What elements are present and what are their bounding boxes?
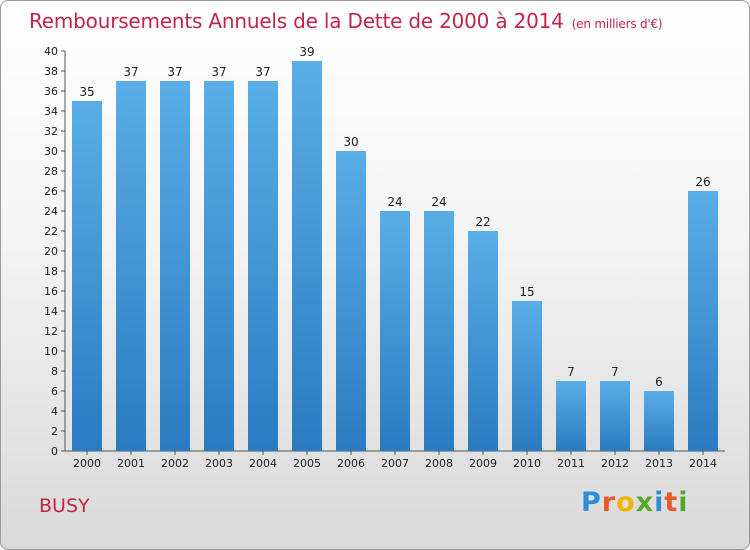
y-tick-label: 22 [44,225,58,238]
logo-letter: r [601,487,617,518]
value-label-2013: 6 [655,375,663,389]
chart-subtitle: (en milliers d'€) [571,17,663,31]
x-tick-label-2009: 2009 [469,457,497,470]
y-tick-label: 32 [44,125,58,138]
bar-2002 [160,81,190,451]
y-tick-label: 18 [44,265,58,278]
y-tick-label: 40 [44,45,58,58]
value-label-2001: 37 [123,65,138,79]
x-tick-label-2011: 2011 [557,457,585,470]
bar-2000 [72,101,102,451]
title-text: Remboursements Annuels de la Dette de 20… [29,9,564,33]
city-name: BUSY [39,495,90,517]
value-label-2003: 37 [211,65,226,79]
logo-letter: x [635,487,655,518]
value-label-2008: 24 [431,195,446,209]
x-tick-label-2002: 2002 [161,457,189,470]
x-tick-label-2004: 2004 [249,457,277,470]
bar-2014 [688,191,718,451]
y-tick-label: 4 [51,405,58,418]
y-tick-label: 24 [44,205,58,218]
y-tick-label: 2 [51,425,58,438]
bar-2012 [600,381,630,451]
value-label-2006: 30 [343,135,358,149]
logo-letter: t [664,487,679,518]
value-label-2014: 26 [695,175,710,189]
y-tick-label: 38 [44,65,58,78]
bar-2013 [644,391,674,451]
bar-2005 [292,61,322,451]
x-tick-label-2003: 2003 [205,457,233,470]
y-tick-label: 16 [44,285,58,298]
x-tick-label-2007: 2007 [381,457,409,470]
value-label-2012: 7 [611,365,619,379]
y-tick-label: 28 [44,165,58,178]
logo-letter: o [616,487,636,518]
y-tick-label: 14 [44,305,58,318]
x-tick-label-2012: 2012 [601,457,629,470]
bar-2011 [556,381,586,451]
logo-letter: i [654,487,665,518]
bar-2006 [336,151,366,451]
bar-2003 [204,81,234,451]
y-tick-label: 30 [44,145,58,158]
bar-2007 [380,211,410,451]
y-tick-label: 26 [44,185,58,198]
logo-letter: i [678,487,689,518]
proxiti-logo: Proxiti [581,487,689,518]
value-label-2005: 39 [299,45,314,59]
x-tick-label-2001: 2001 [117,457,145,470]
y-tick-label: 0 [51,445,58,458]
y-tick-label: 34 [44,105,58,118]
x-tick-label-2013: 2013 [645,457,673,470]
bar-2004 [248,81,278,451]
y-tick-label: 36 [44,85,58,98]
bar-2009 [468,231,498,451]
x-tick-label-2000: 2000 [73,457,101,470]
y-tick-label: 8 [51,365,58,378]
bar-2010 [512,301,542,451]
x-tick-label-2008: 2008 [425,457,453,470]
x-tick-label-2005: 2005 [293,457,321,470]
y-tick-label: 12 [44,325,58,338]
y-tick-label: 6 [51,385,58,398]
y-tick-label: 10 [44,345,58,358]
logo-letter: P [581,487,602,518]
chart-title: Remboursements Annuels de la Dette de 20… [29,9,663,33]
value-label-2004: 37 [255,65,270,79]
value-label-2010: 15 [519,285,534,299]
bar-2001 [116,81,146,451]
bar-2008 [424,211,454,451]
y-tick-label: 20 [44,245,58,258]
value-label-2007: 24 [387,195,402,209]
value-label-2000: 35 [79,85,94,99]
x-tick-label-2006: 2006 [337,457,365,470]
x-tick-label-2014: 2014 [689,457,717,470]
x-tick-label-2010: 2010 [513,457,541,470]
value-label-2009: 22 [475,215,490,229]
value-label-2002: 37 [167,65,182,79]
value-label-2011: 7 [567,365,575,379]
